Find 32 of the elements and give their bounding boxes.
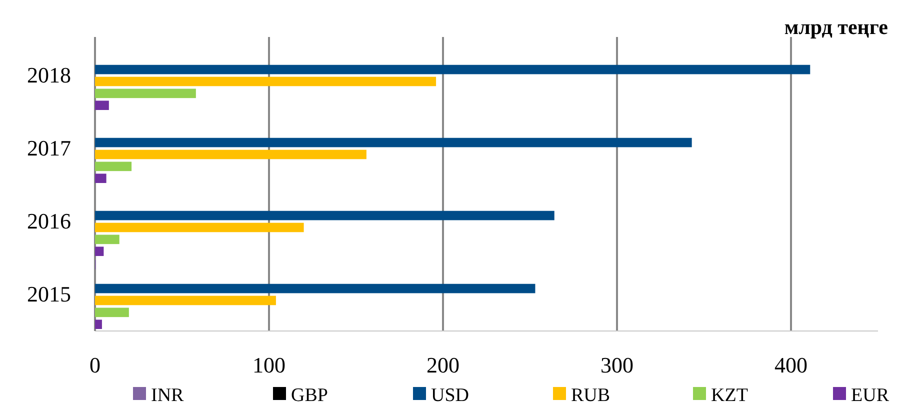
bar bbox=[95, 308, 129, 318]
bar bbox=[95, 222, 304, 232]
legend-label: EUR bbox=[851, 385, 890, 406]
x-tick-label: 100 bbox=[252, 352, 286, 378]
x-tick-label: 400 bbox=[774, 352, 808, 378]
x-tick-label: 200 bbox=[426, 352, 460, 378]
bar bbox=[95, 234, 120, 244]
bar bbox=[95, 64, 810, 74]
bar bbox=[95, 76, 436, 86]
y-tick-label: 2016 bbox=[27, 208, 71, 234]
bar bbox=[95, 138, 692, 148]
legend-label: GBP bbox=[291, 385, 328, 406]
legend-label: USD bbox=[431, 385, 470, 406]
y-tick-label: 2017 bbox=[27, 136, 71, 161]
bar bbox=[95, 174, 106, 183]
legend-label: RUB bbox=[571, 385, 610, 406]
x-tick-label: 0 bbox=[90, 352, 100, 378]
bar bbox=[95, 284, 536, 294]
bar bbox=[95, 320, 102, 329]
bar bbox=[95, 100, 109, 110]
bar bbox=[95, 150, 366, 160]
bar bbox=[95, 210, 554, 220]
y-tick-label: 2018 bbox=[27, 62, 71, 88]
bar bbox=[95, 88, 196, 98]
bar bbox=[95, 296, 276, 306]
chart-title: млрд теңге bbox=[784, 15, 888, 39]
y-tick-label: 2015 bbox=[27, 282, 71, 307]
bar bbox=[95, 246, 104, 256]
legend-label: INR bbox=[151, 385, 184, 406]
legend-label: KZT bbox=[711, 385, 748, 406]
x-tick-label: 300 bbox=[600, 352, 634, 378]
bar bbox=[95, 162, 132, 172]
